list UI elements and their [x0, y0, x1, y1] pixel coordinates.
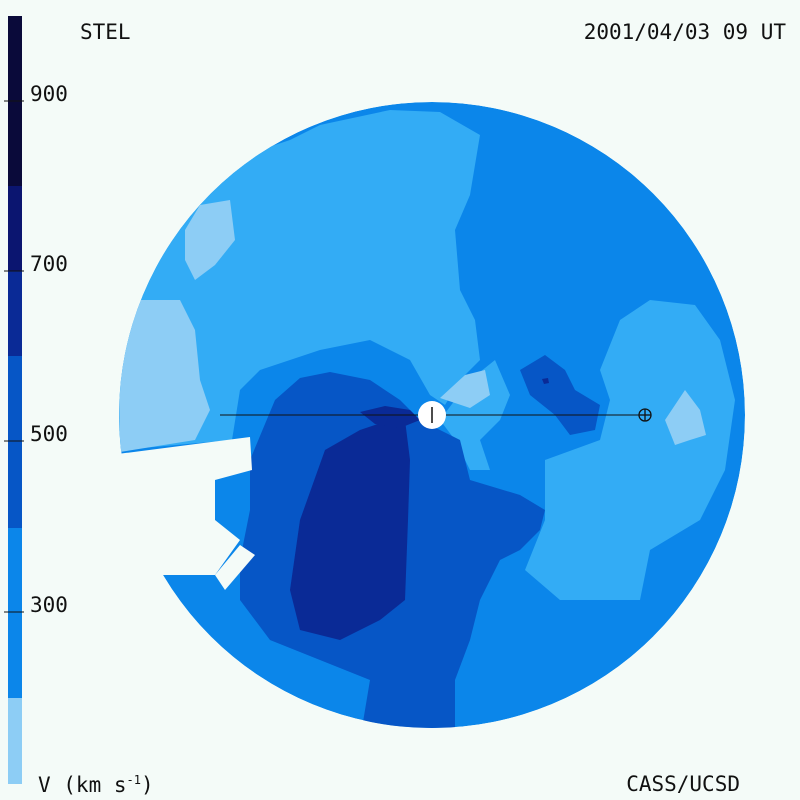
contour-region-600-dot	[542, 378, 549, 384]
contour-region-200-center	[440, 370, 490, 408]
contour-region-300-east	[525, 300, 735, 600]
units-superscript: -1	[126, 773, 141, 787]
contour-region-600-core	[290, 420, 410, 640]
instrument-label: STEL	[80, 20, 131, 44]
credit-label: CASS/UCSD	[626, 772, 740, 796]
contour-region-200-northwest	[185, 200, 235, 280]
data-gap-notch	[215, 545, 255, 590]
colorbar-label-300: 300	[30, 593, 68, 617]
data-gap-wedge	[110, 437, 252, 575]
contour-region-200-east	[665, 390, 706, 445]
contour-region-600-streak	[360, 406, 420, 428]
contour-region-200-west	[119, 300, 210, 452]
colorbar-label-900: 900	[30, 82, 68, 106]
units-label: V (km s-1)	[38, 774, 154, 796]
colorbar-band-5	[8, 528, 22, 698]
velocity-disk	[119, 102, 745, 728]
colorbar-band-7	[8, 698, 22, 784]
units-text: V (km s	[38, 773, 127, 797]
colorbar-band-4	[8, 356, 22, 528]
colorbar-band-2	[8, 186, 22, 271]
units-close: )	[140, 773, 154, 797]
colorbar-label-700: 700	[30, 252, 68, 276]
colorbar-label-500: 500	[30, 422, 68, 446]
color-scale-bar	[4, 16, 24, 784]
earth-icon	[638, 408, 652, 422]
timestamp-label: 2001/04/03 09 UT	[583, 20, 786, 44]
colorbar-band-3	[8, 271, 22, 356]
